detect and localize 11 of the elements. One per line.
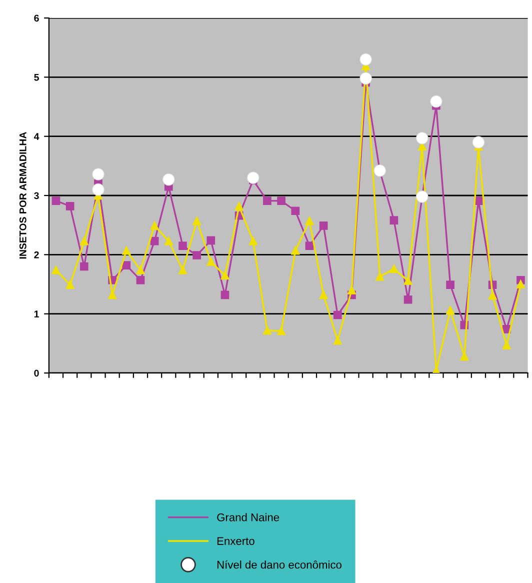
y-tick-label: 4	[34, 133, 40, 140]
legend-label: Nível de dano econômico	[217, 560, 342, 569]
y-tick-label: 3	[34, 192, 39, 200]
y-tick-label: 5	[34, 74, 39, 81]
y-tick-label: 2	[34, 251, 39, 258]
y-tick-label: 1	[34, 310, 39, 318]
legend-label: Grand Naine	[217, 513, 280, 522]
y-tick-label: 6	[34, 14, 39, 22]
y-axis-title: INSETOS POR ARMADILHA	[19, 132, 26, 259]
y-tick-label: 0	[34, 370, 39, 377]
legend-label: Enxerto	[217, 537, 254, 545]
